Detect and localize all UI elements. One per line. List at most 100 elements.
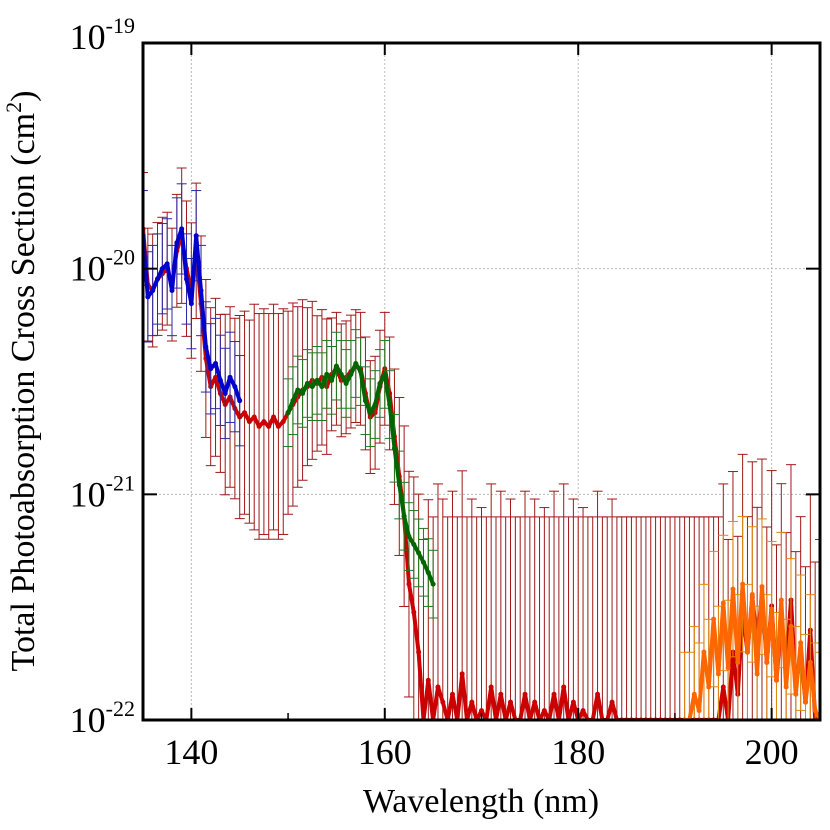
data-point-red <box>551 691 557 697</box>
data-point-blue <box>203 344 209 350</box>
data-point-red <box>406 581 412 587</box>
data-point-orange <box>778 597 784 603</box>
data-point-orange <box>749 591 755 597</box>
data-point-blue <box>208 366 214 372</box>
data-point-orange <box>701 649 707 655</box>
data-point-red <box>425 677 431 683</box>
data-point-green <box>348 371 354 377</box>
y-tick-exponent: -21 <box>106 470 135 495</box>
data-point-red <box>261 419 267 425</box>
data-point-red <box>541 708 547 714</box>
data-point-blue <box>159 266 165 272</box>
data-point-green <box>358 369 364 375</box>
y-axis-title-end: ) <box>5 91 42 102</box>
x-tick-label: 180 <box>551 732 605 772</box>
data-point-green <box>425 570 431 576</box>
data-point-blue <box>198 288 204 294</box>
data-point-blue <box>169 288 175 294</box>
data-point-orange <box>759 584 765 590</box>
data-point-blue <box>164 261 170 267</box>
ticks <box>143 42 820 721</box>
data-point-orange <box>740 581 746 587</box>
data-point-red <box>266 423 272 429</box>
data-point-red <box>271 414 277 420</box>
data-point-red <box>242 410 248 416</box>
data-point-orange <box>754 671 760 677</box>
data-point-green <box>300 390 306 396</box>
data-point-orange <box>788 623 794 629</box>
data-point-green <box>411 541 417 547</box>
data-point-green <box>309 384 315 390</box>
data-point-orange <box>798 640 804 646</box>
data-point-orange <box>764 659 770 665</box>
data-point-green <box>401 513 407 519</box>
data-point-red <box>416 649 422 655</box>
data-point-orange <box>773 677 779 683</box>
data-point-green <box>343 380 349 386</box>
data-point-red <box>411 609 417 615</box>
data-point-orange <box>720 600 726 606</box>
data-point-red <box>532 699 538 705</box>
data-point-blue <box>213 360 219 366</box>
data-point-orange <box>783 684 789 690</box>
data-point-red <box>275 423 281 429</box>
data-point-blue <box>227 374 233 380</box>
data-point-blue <box>174 240 180 246</box>
data-point-blue <box>155 276 161 282</box>
data-point-orange <box>735 659 741 665</box>
data-point-green <box>420 559 426 565</box>
y-axis-title-main: Total Photoabsorption Cross Section (cm <box>5 113 42 672</box>
data-point-orange <box>706 684 712 690</box>
data-point-red <box>246 419 252 425</box>
data-point-red <box>459 671 465 677</box>
y-tick-label: 10-21 <box>70 470 135 514</box>
data-point-green <box>314 377 320 383</box>
data-point-red <box>449 691 455 697</box>
data-point-red <box>522 691 528 697</box>
data-point-red <box>720 684 726 690</box>
data-point-green <box>304 380 310 386</box>
data-point-green <box>329 377 335 383</box>
data-point-orange <box>725 665 731 671</box>
y-tick-base: 10 <box>70 249 106 289</box>
data-point-orange <box>691 691 697 697</box>
data-point-blue <box>193 233 199 239</box>
data-point-green <box>391 445 397 451</box>
data-point-red <box>561 684 567 690</box>
data-point-orange <box>715 671 721 677</box>
y-tick-label: 10-20 <box>70 245 135 289</box>
data-point-red <box>609 699 615 705</box>
data-point-green <box>353 360 359 366</box>
data-point-green <box>406 534 412 540</box>
y-tick-base: 10 <box>70 700 106 740</box>
data-point-red <box>508 699 514 705</box>
series-green <box>283 329 439 619</box>
data-point-blue <box>237 398 243 404</box>
data-point-green <box>430 581 436 587</box>
data-point-orange <box>793 691 799 697</box>
data-point-red <box>498 691 504 697</box>
data-point-orange <box>812 708 818 714</box>
y-tick-exponent: -22 <box>106 696 135 721</box>
data-point-orange <box>730 586 736 592</box>
data-point-green <box>387 402 393 408</box>
data-point-red <box>570 699 576 705</box>
data-point-green <box>367 410 373 416</box>
data-point-red <box>488 684 494 690</box>
x-tick-label: 140 <box>164 732 218 772</box>
data-point-orange <box>744 649 750 655</box>
data-layer <box>143 167 820 720</box>
data-point-blue <box>150 288 156 294</box>
data-point-green <box>338 371 344 377</box>
data-point-green <box>382 371 388 377</box>
data-point-green <box>319 384 325 390</box>
data-point-green <box>295 387 301 393</box>
data-point-red <box>479 708 484 714</box>
data-point-red <box>469 699 475 705</box>
data-point-orange <box>802 699 808 705</box>
y-tick-label: 10-22 <box>70 696 135 740</box>
y-tick-exponent: -19 <box>106 13 135 38</box>
data-point-green <box>333 363 339 369</box>
series-blue <box>143 183 245 447</box>
